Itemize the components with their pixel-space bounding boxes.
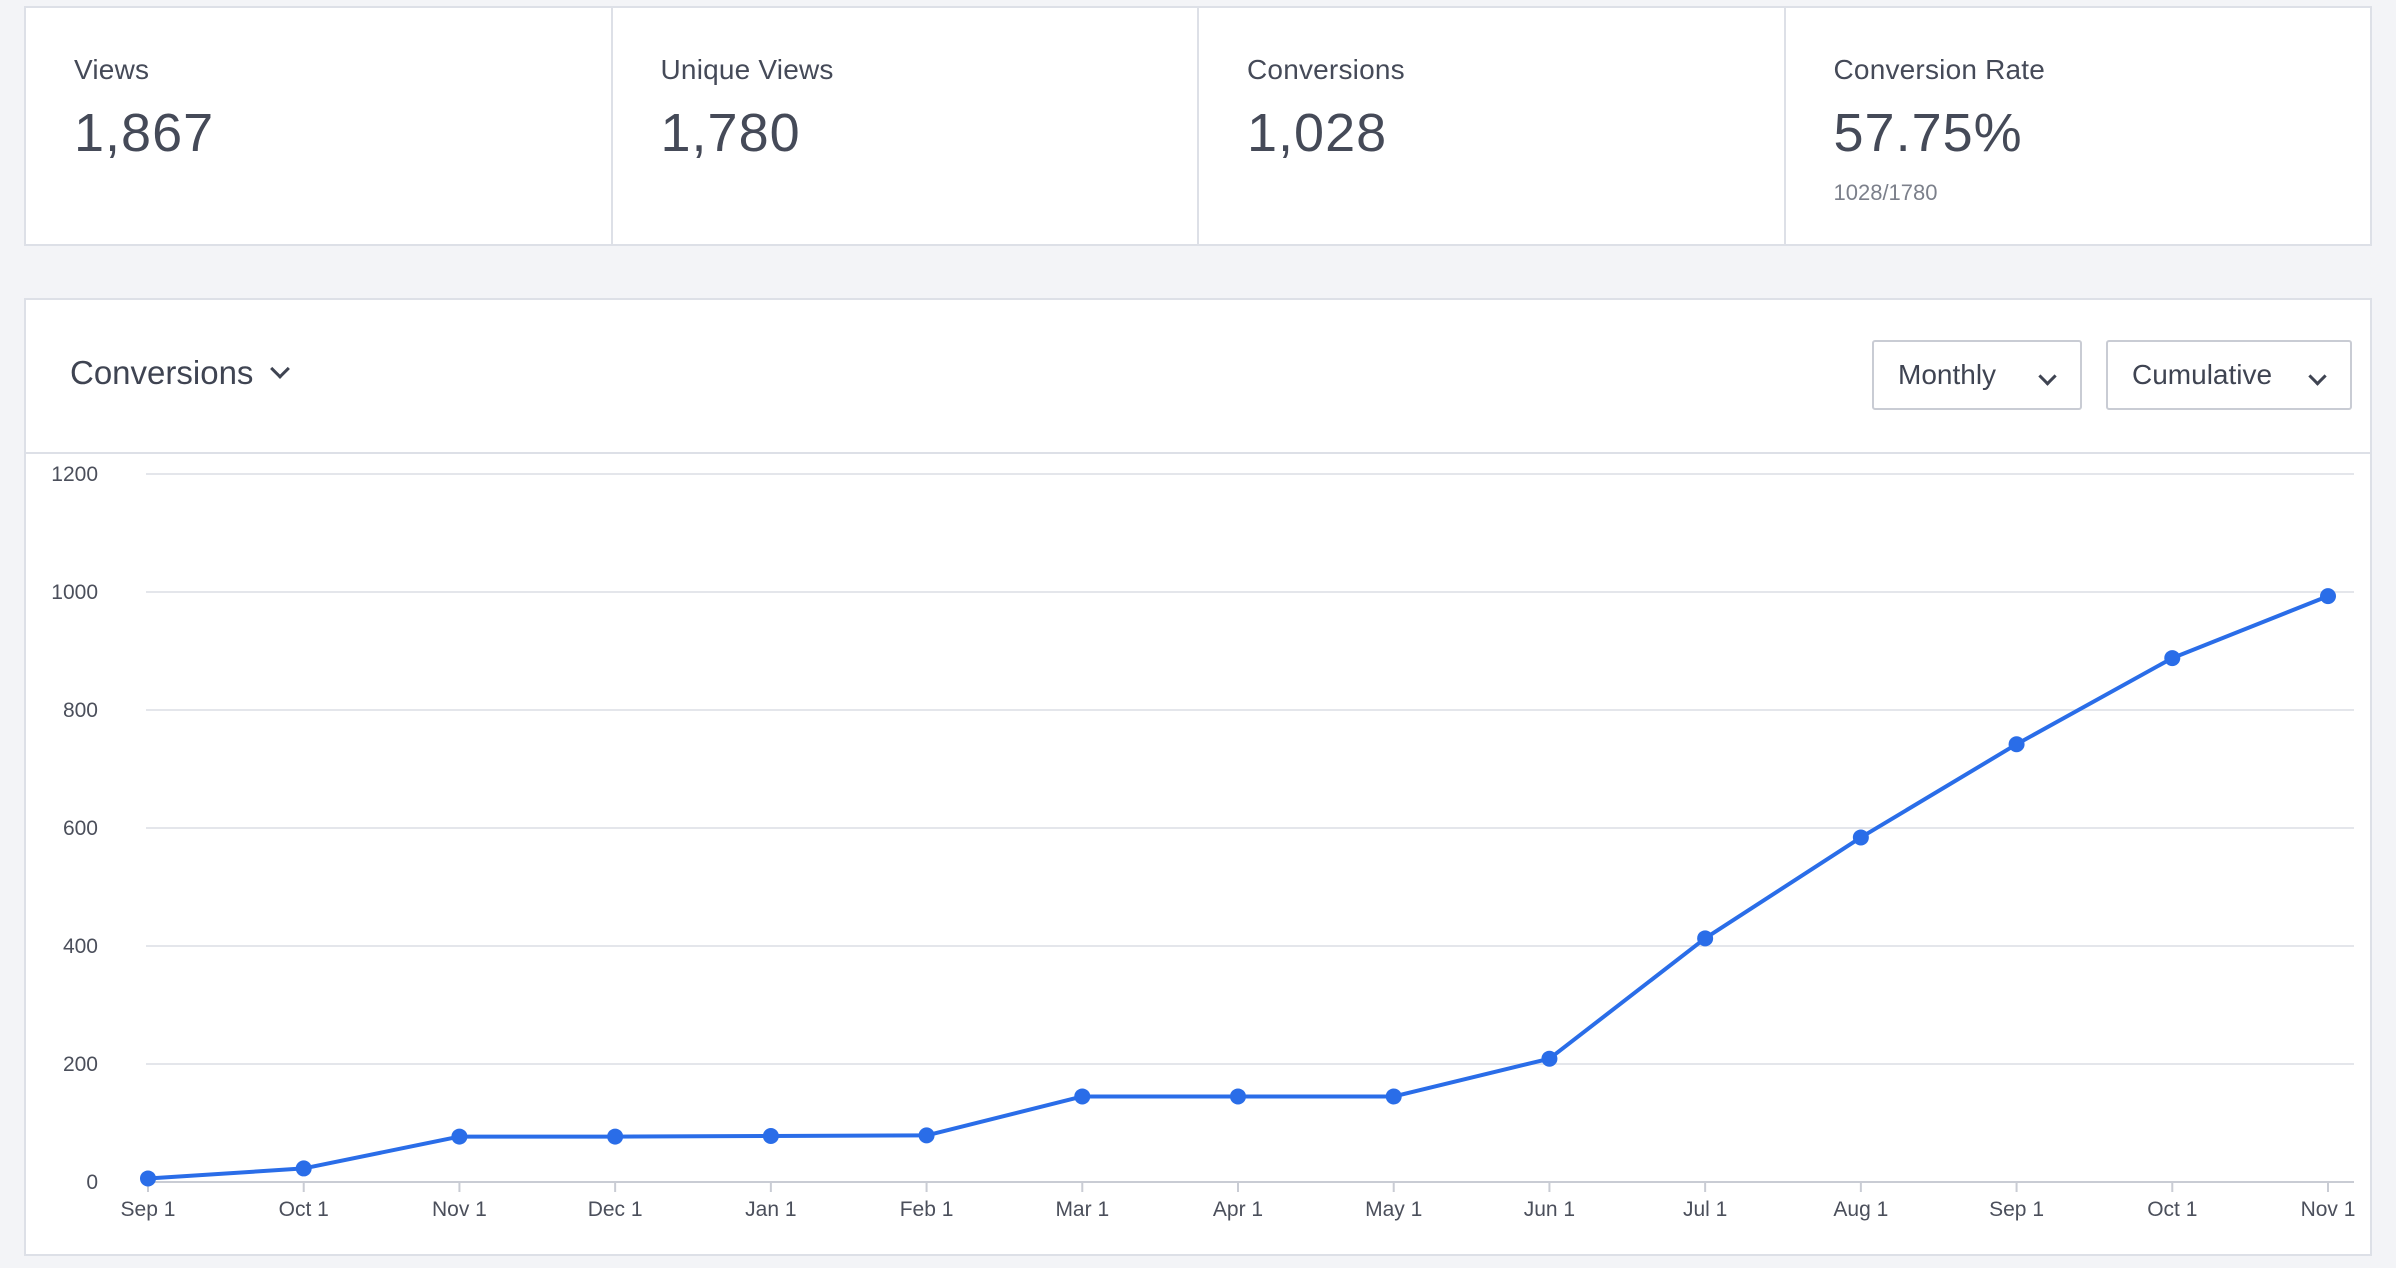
y-tick-label: 1000 (51, 581, 98, 604)
data-point[interactable] (1541, 1050, 1558, 1067)
stat-value: 1,028 (1247, 103, 1388, 163)
x-tick-label: Sep 1 (1989, 1198, 2044, 1221)
stat-value: 57.75% (1833, 103, 2023, 163)
stat-label: Conversion Rate (1833, 54, 2046, 85)
data-point[interactable] (2164, 650, 2181, 667)
interval-dropdown[interactable]: Monthly (1872, 340, 2082, 410)
data-point[interactable] (140, 1170, 156, 1187)
stat-label: Views (74, 54, 150, 85)
y-tick-label: 200 (63, 1053, 98, 1076)
metric-select[interactable]: Conversions (70, 354, 291, 392)
x-tick-label: Oct 1 (279, 1198, 329, 1221)
data-point[interactable] (918, 1127, 935, 1144)
stats-row: Views 1,867 Unique Views 1,780 Conversio… (24, 6, 2372, 246)
mode-dropdown-label: Cumulative (2132, 359, 2273, 390)
x-tick-label: Jul 1 (1683, 1198, 1727, 1221)
conversions-line-chart: 0 200 400 600 800 1000 1200 Sep 1 Oct 1 Nov 1 Dec … (51, 463, 2356, 1221)
y-tick-label: 1200 (51, 463, 98, 486)
stat-ratio: 1028/1780 (1833, 180, 1938, 205)
x-tick-label: Aug 1 (1833, 1198, 1888, 1221)
y-tick-label: 600 (63, 817, 98, 840)
data-point[interactable] (2008, 736, 2025, 753)
x-tick-label: Feb 1 (900, 1198, 954, 1221)
x-tick-label: Mar 1 (1055, 1198, 1109, 1221)
x-tick-label: Jun 1 (1524, 1198, 1575, 1221)
chart-panel: Conversions Monthly Cumulative 0 200 400 60… (24, 298, 2372, 1256)
stat-conversion-rate: Conversion Rate 57.75% 1028/1780 (1786, 8, 2371, 244)
stat-label: Conversions (1247, 54, 1405, 85)
x-tick-label: May 1 (1365, 1198, 1422, 1221)
stat-views: Views 1,867 (26, 8, 613, 244)
x-tick-label: Dec 1 (588, 1198, 643, 1221)
stat-conversions: Conversions 1,028 (1199, 8, 1786, 244)
chevron-down-icon (2308, 367, 2327, 386)
y-tick-label: 400 (63, 935, 98, 958)
data-point[interactable] (1385, 1088, 1402, 1105)
y-tick-label: 800 (63, 699, 98, 722)
metric-select-label: Conversions (70, 354, 254, 391)
data-point[interactable] (762, 1127, 779, 1144)
stat-label: Unique Views (660, 54, 834, 85)
x-tick-label: Sep 1 (121, 1198, 176, 1221)
data-point[interactable] (451, 1128, 468, 1145)
x-tick-label: Nov 1 (2301, 1198, 2356, 1221)
data-point[interactable] (1697, 930, 1714, 947)
stat-value: 1,780 (660, 103, 801, 163)
data-point[interactable] (2320, 588, 2336, 605)
mode-dropdown[interactable]: Cumulative (2106, 340, 2352, 410)
x-tick-label: Nov 1 (432, 1198, 487, 1221)
chevron-down-icon (2038, 367, 2057, 386)
x-tick-label: Apr 1 (1213, 1198, 1263, 1221)
data-point[interactable] (1074, 1088, 1091, 1105)
x-tick-label: Oct 1 (2147, 1198, 2197, 1221)
data-point[interactable] (1230, 1088, 1246, 1105)
stat-value: 1,867 (74, 103, 215, 163)
data-point[interactable] (295, 1160, 312, 1177)
y-tick-label: 0 (86, 1171, 98, 1194)
chevron-down-icon (270, 359, 291, 379)
data-point[interactable] (607, 1128, 624, 1145)
chart-header: Conversions Monthly Cumulative (26, 300, 2370, 454)
interval-dropdown-label: Monthly (1898, 359, 1997, 390)
x-tick-label: Jan 1 (745, 1198, 796, 1221)
data-point[interactable] (1852, 829, 1869, 846)
stat-unique-views: Unique Views 1,780 (613, 8, 1199, 244)
